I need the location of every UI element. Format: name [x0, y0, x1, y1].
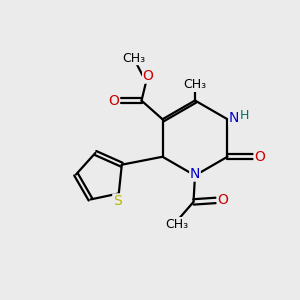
Text: O: O: [143, 69, 154, 83]
Text: CH₃: CH₃: [122, 52, 145, 64]
Text: H: H: [239, 109, 249, 122]
Text: N: N: [190, 167, 200, 181]
Text: CH₃: CH₃: [183, 78, 207, 92]
Text: S: S: [113, 194, 122, 208]
Text: O: O: [109, 94, 119, 108]
Text: N: N: [229, 111, 239, 125]
Text: O: O: [217, 194, 228, 207]
Text: O: O: [254, 150, 265, 164]
Text: CH₃: CH₃: [165, 218, 189, 231]
